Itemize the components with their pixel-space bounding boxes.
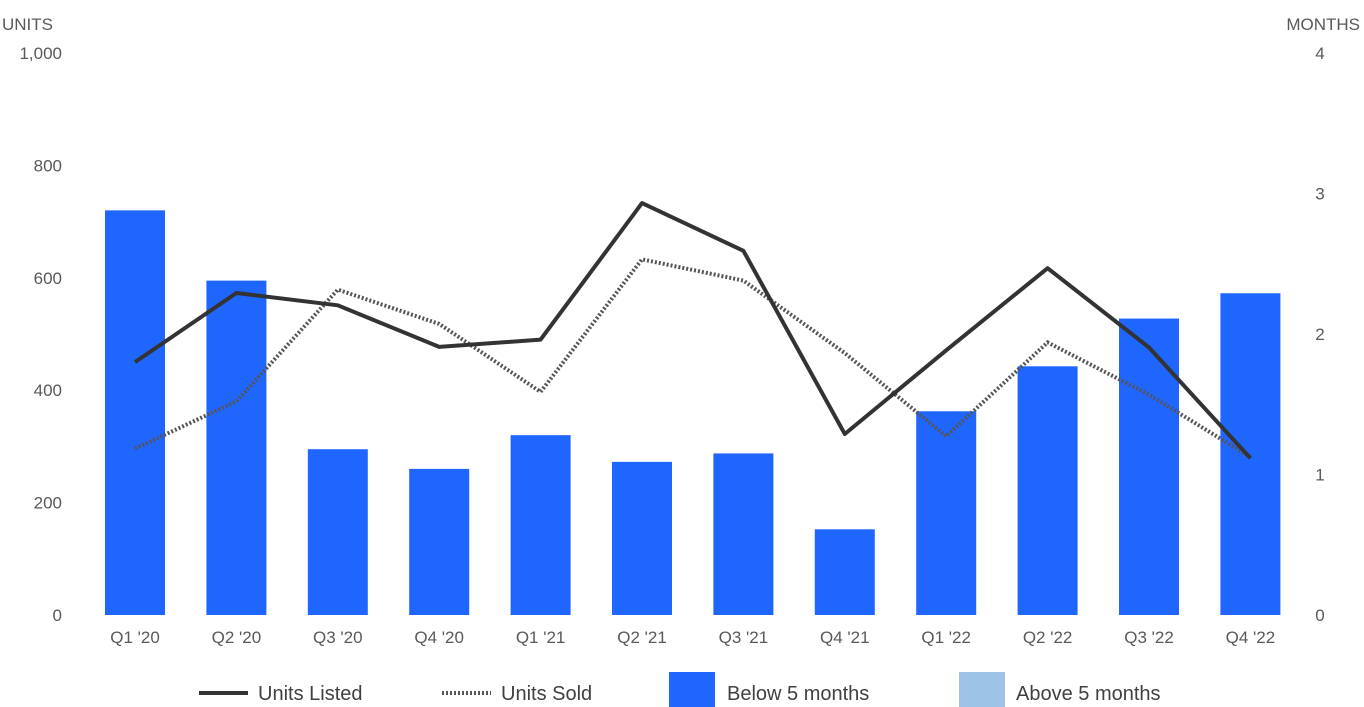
lines xyxy=(133,201,1252,460)
bar-below-5-months xyxy=(206,280,267,615)
bars xyxy=(105,210,1281,616)
legend-swatch-below xyxy=(669,672,715,707)
left-tick-label: 0 xyxy=(53,606,62,625)
right-tick-label: 4 xyxy=(1315,44,1324,63)
bar-below-5-months xyxy=(916,411,977,615)
right-axis-title: MONTHS xyxy=(1286,15,1360,34)
right-tick-label: 3 xyxy=(1315,185,1324,204)
category-label: Q4 '21 xyxy=(820,628,870,647)
left-tick-label: 800 xyxy=(34,156,62,175)
bar-below-5-months xyxy=(409,468,470,615)
category-label: Q2 '21 xyxy=(617,628,667,647)
bar-below-5-months xyxy=(612,461,672,615)
bar-below-5-months xyxy=(307,449,368,615)
category-label: Q4 '20 xyxy=(414,628,464,647)
legend-label-units-listed: Units Listed xyxy=(258,683,363,705)
legend: Units Listed Units Sold Below 5 months A… xyxy=(199,672,1161,707)
bar-below-5-months xyxy=(1119,318,1179,615)
bar-below-5-months xyxy=(814,529,875,615)
bar-below-5-months xyxy=(510,435,571,615)
right-tick-label: 0 xyxy=(1315,606,1324,625)
left-tick-label: 600 xyxy=(34,269,62,288)
left-tick-label: 1,000 xyxy=(19,44,62,63)
right-tick-label: 2 xyxy=(1315,325,1324,344)
legend-swatch-above xyxy=(959,672,1005,707)
legend-label-units-sold: Units Sold xyxy=(501,683,592,705)
bar-below-5-months xyxy=(1017,366,1078,615)
category-label: Q2 '20 xyxy=(212,628,262,647)
left-tick-label: 400 xyxy=(34,381,62,400)
left-axis: 0 200 400 600 800 1,000 xyxy=(19,44,62,625)
legend-label-above: Above 5 months xyxy=(1016,683,1161,705)
right-axis: 0 1 2 3 4 xyxy=(1315,44,1324,625)
left-axis-title: UNITS xyxy=(2,15,53,34)
bar-below-5-months xyxy=(713,453,774,615)
category-label: Q3 '20 xyxy=(313,628,363,647)
line-units-sold xyxy=(134,257,1252,459)
category-label: Q3 '21 xyxy=(719,628,769,647)
category-label: Q4 '22 xyxy=(1226,628,1276,647)
category-axis: Q1 '20 Q2 '20 Q3 '20 Q4 '20 Q1 '21 Q2 '21 Q3 '… xyxy=(110,628,1275,647)
legend-label-below: Below 5 months xyxy=(727,683,869,705)
category-label: Q1 '20 xyxy=(110,628,160,647)
right-tick-label: 1 xyxy=(1315,466,1324,485)
left-tick-label: 200 xyxy=(34,494,62,513)
category-label: Q1 '21 xyxy=(516,628,566,647)
category-label: Q1 '22 xyxy=(921,628,971,647)
line-units-listed xyxy=(133,201,1252,460)
category-label: Q3 '22 xyxy=(1124,628,1174,647)
bar-below-5-months xyxy=(105,210,165,616)
category-label: Q2 '22 xyxy=(1023,628,1073,647)
bar-below-5-months xyxy=(1220,293,1281,615)
